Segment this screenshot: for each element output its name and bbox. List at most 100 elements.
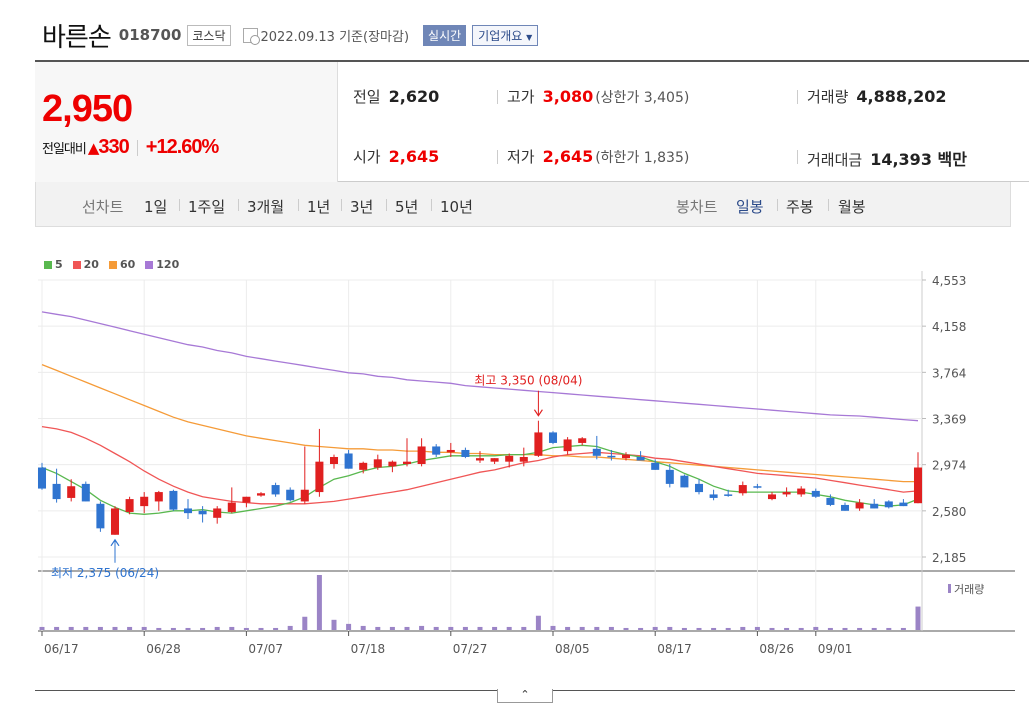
y-tick-label: 2,185 [932, 551, 966, 565]
volume-bar [54, 626, 60, 630]
candle-body [738, 485, 747, 494]
y-tick-label: 2,580 [932, 505, 966, 519]
volume-bar [112, 626, 118, 630]
candle-body [37, 467, 47, 489]
volume-bar [842, 627, 848, 630]
divider [497, 150, 498, 164]
volume-bar [346, 623, 352, 630]
realtime-button[interactable]: 실시간 [423, 24, 467, 46]
candle-chart-label: 봉차트 [676, 198, 718, 216]
legend-label: 120 [156, 258, 180, 271]
volume-bar [886, 627, 892, 630]
y-tick-label: 2,974 [932, 459, 966, 473]
volume-bar [667, 626, 673, 630]
divider [238, 199, 239, 211]
candle-body [81, 483, 90, 502]
candle-body [359, 462, 368, 470]
candle-weekly[interactable]: 주봉 [786, 198, 814, 216]
candle-body [271, 485, 280, 495]
high-arrow-head [533, 409, 543, 417]
volume-bar [798, 627, 804, 630]
stat-volume: 거래량 4,888,202 [807, 86, 947, 107]
stat-label: 전일 [353, 88, 381, 106]
candle-monthly[interactable]: 월봉 [838, 198, 866, 216]
high-annotation: 최고 3,350 (08/04) [474, 374, 582, 388]
candle-body [899, 502, 908, 507]
low-annotation: 최저 2,375 (06/24) [51, 566, 159, 580]
volume-bar [316, 575, 322, 630]
candle-body [198, 510, 207, 515]
volume-bar [156, 627, 162, 630]
volume-bar [652, 626, 658, 630]
volume-bar [97, 626, 103, 630]
candle-body [913, 467, 923, 504]
candle-body [329, 456, 339, 465]
candle-body [505, 455, 514, 462]
company-overview-button[interactable]: 기업개요 ▼ [472, 24, 539, 46]
divider [298, 199, 299, 211]
candle-body [140, 496, 149, 507]
price-change: 전일대비 ▲ 330 +12.60% [42, 136, 219, 159]
stat-value: 4,888,202 [856, 87, 947, 106]
candle-body [67, 486, 76, 498]
period-5y[interactable]: 5년 [395, 198, 419, 216]
volume-bar [550, 625, 556, 630]
candle-body [183, 508, 193, 514]
candle-body [213, 508, 222, 518]
volume-bar [900, 627, 906, 630]
candle-body [621, 454, 631, 459]
stat-value: 3,080 [542, 87, 594, 106]
volume-bar [827, 627, 833, 630]
chevron-up-icon: ⌃ [520, 688, 530, 701]
volume-bar [696, 627, 702, 630]
x-tick-label: 08/05 [555, 642, 590, 656]
candle-body [446, 449, 455, 453]
legend-ma120: 120 [145, 258, 179, 271]
candle-body [578, 438, 587, 443]
candle-body [855, 502, 864, 509]
volume-bar [287, 625, 293, 630]
stat-value: 2,645 [388, 147, 440, 166]
volume-bar [360, 625, 366, 630]
ma20-line [41, 425, 919, 505]
period-3y[interactable]: 3년 [350, 198, 374, 216]
x-tick-label: 06/28 [146, 642, 181, 656]
volume-bar [594, 626, 600, 630]
period-1d[interactable]: 1일 [144, 198, 168, 216]
volume-bar [185, 627, 191, 630]
period-1w[interactable]: 1주일 [188, 198, 226, 216]
volume-legend-swatch [948, 584, 951, 593]
candle-body [651, 462, 660, 470]
volume-bar [214, 626, 220, 630]
volume-bar [725, 627, 731, 630]
ma120-line [41, 311, 919, 422]
ma-legend: 5 20 60 120 [44, 258, 179, 271]
x-tick-label: 08/17 [657, 642, 692, 656]
divider [136, 139, 138, 156]
date-info: 2022.09.13 기준(장마감) [242, 26, 409, 45]
volume-bar [915, 606, 921, 630]
y-tick-label: 4,553 [932, 274, 966, 288]
candle-body [797, 488, 806, 495]
candle-body [782, 492, 791, 495]
candle-body [636, 456, 645, 461]
period-3m[interactable]: 3개월 [247, 198, 285, 216]
stock-code: 018700 [118, 26, 182, 44]
volume-bar [769, 627, 775, 630]
period-10y[interactable]: 10년 [440, 198, 473, 216]
company-overview-label: 기업개요 [478, 28, 523, 43]
volume-bar [200, 627, 206, 630]
period-1y[interactable]: 1년 [307, 198, 331, 216]
stat-value: 2,645 [542, 147, 594, 166]
x-tick-label: 07/18 [351, 642, 386, 656]
stat-high: 고가 3,080 (상한가 3,405) [507, 86, 689, 107]
candle-daily[interactable]: 일봉 [736, 198, 764, 216]
low-arrow-head [110, 538, 120, 547]
diff-label: 전일대비 [42, 142, 87, 157]
stat-label: 거래량 [807, 88, 849, 106]
candle-body [315, 461, 324, 493]
divider [797, 150, 798, 164]
candle-body [592, 448, 601, 456]
collapse-button[interactable]: ⌃ [497, 689, 553, 703]
